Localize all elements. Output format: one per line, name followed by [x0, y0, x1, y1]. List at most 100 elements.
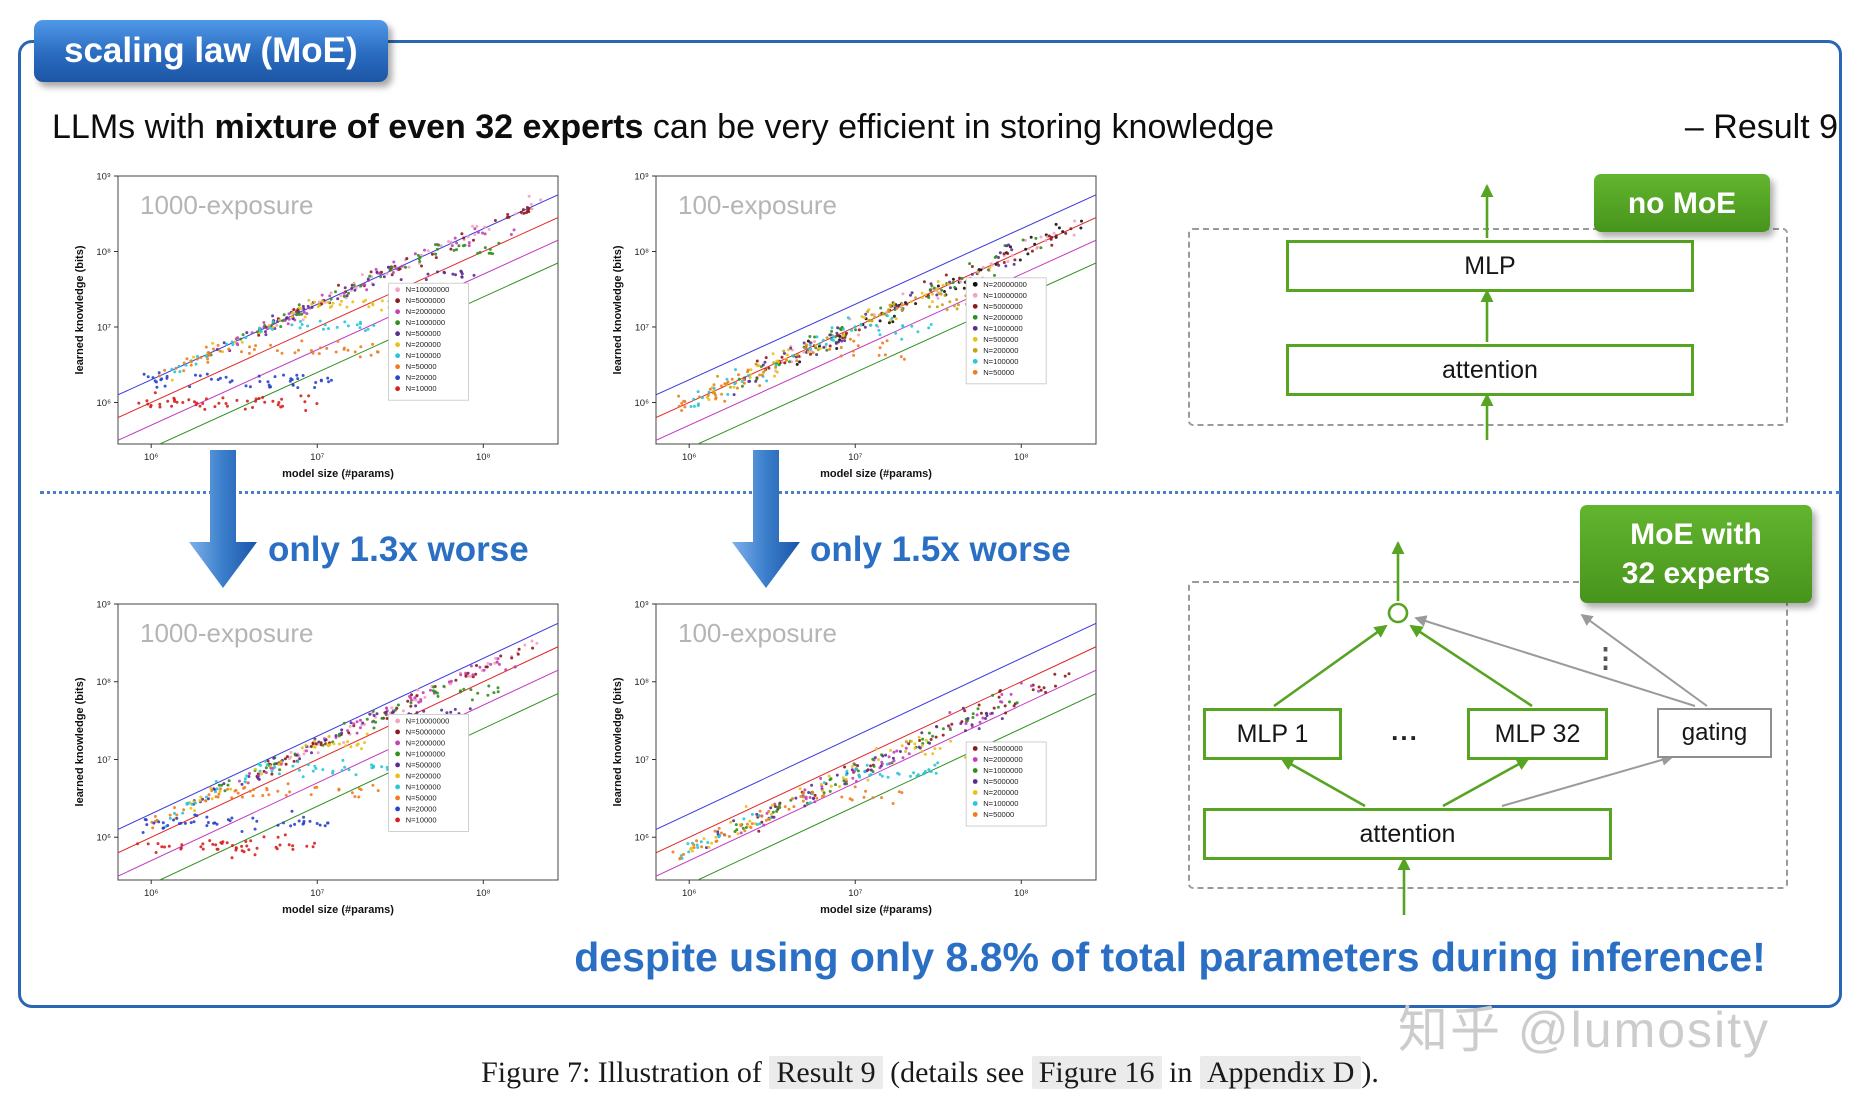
mlp-label: MLP [1464, 251, 1516, 280]
svg-text:N=200000: N=200000 [983, 346, 1018, 355]
title-badge-label: scaling law (MoE) [64, 31, 358, 70]
svg-text:N=500000: N=500000 [983, 777, 1018, 786]
title-badge: scaling law (MoE) [34, 20, 388, 82]
svg-text:10⁷: 10⁷ [310, 888, 325, 899]
svg-text:N=50000: N=50000 [406, 793, 437, 802]
headline-result: – Result 9 [1684, 108, 1838, 146]
svg-text:10⁷: 10⁷ [635, 322, 650, 333]
svg-text:N=10000000: N=10000000 [406, 285, 450, 294]
mlp32-box: MLP 32 [1467, 708, 1608, 760]
svg-text:N=50000: N=50000 [406, 362, 437, 371]
diagram-moe: MLP 1 ... MLP 32 gating attention ⋮ MoE … [1150, 495, 1860, 950]
svg-text:N=500000: N=500000 [406, 760, 441, 769]
svg-text:100-exposure: 100-exposure [678, 618, 837, 648]
svg-text:N=2000000: N=2000000 [983, 755, 1022, 764]
mlp-box: MLP [1286, 240, 1694, 292]
svg-text:10⁸: 10⁸ [96, 247, 111, 258]
svg-text:10⁹: 10⁹ [96, 600, 111, 611]
attention-to-gating-arrow-icon [1501, 754, 1674, 807]
svg-text:10⁶: 10⁶ [144, 888, 159, 899]
chart-dense-1000-exposure: 10⁶ 10⁷ 10⁸ 10⁶ 10⁷ 10⁸ 10⁹ model size (#params… [72, 168, 566, 482]
svg-text:learned knowledge (bits): learned knowledge (bits) [612, 245, 624, 374]
result9-link[interactable]: Result 9 [769, 1056, 883, 1089]
svg-text:N=1000000: N=1000000 [983, 324, 1022, 333]
svg-text:N=50000: N=50000 [983, 810, 1014, 819]
svg-text:learned knowledge (bits): learned knowledge (bits) [74, 677, 86, 806]
svg-text:N=1000000: N=1000000 [406, 318, 445, 327]
combine-node-icon [1387, 602, 1409, 624]
figure16-link[interactable]: Figure 16 [1031, 1056, 1162, 1089]
worse-1-5x-label: only 1.5x worse [810, 530, 1071, 569]
attention-to-mlp32-arrow-icon [1442, 757, 1530, 808]
gating-box: gating [1657, 708, 1772, 758]
svg-text:N=5000000: N=5000000 [406, 296, 445, 305]
svg-text:10⁶: 10⁶ [97, 833, 112, 844]
mlp32-label: MLP 32 [1494, 719, 1581, 748]
mlp1-box: MLP 1 [1203, 708, 1342, 760]
svg-text:1000-exposure: 1000-exposure [140, 618, 313, 648]
svg-text:N=200000: N=200000 [406, 340, 441, 349]
svg-text:10⁷: 10⁷ [310, 452, 325, 463]
caption-text-1: Figure 7: Illustration of [481, 1056, 770, 1089]
svg-text:N=10000000: N=10000000 [983, 291, 1027, 300]
svg-text:N=500000: N=500000 [983, 335, 1018, 344]
svg-text:10⁷: 10⁷ [848, 888, 863, 899]
chart-moe-100-exposure: 10⁶ 10⁷ 10⁸ 10⁶ 10⁷ 10⁸ 10⁹ model size (#params… [610, 596, 1104, 918]
moe-badge: MoE with 32 experts [1580, 505, 1812, 603]
svg-text:model size (#params): model size (#params) [282, 904, 394, 916]
down-arrow-right-icon [732, 450, 800, 588]
svg-text:10⁹: 10⁹ [634, 600, 649, 611]
svg-text:10⁸: 10⁸ [1014, 888, 1029, 899]
figure-border [18, 40, 1842, 1008]
svg-text:10⁸: 10⁸ [634, 677, 649, 688]
gating-route-arrow-icon [1580, 613, 1708, 707]
svg-text:N=2000000: N=2000000 [983, 313, 1022, 322]
diagram-no-moe: MLP attention no MoE [1150, 150, 1856, 450]
attention-to-mlp1-arrow-icon [1280, 757, 1366, 808]
chart-moe-1000-exposure: 10⁶ 10⁷ 10⁸ 10⁶ 10⁷ 10⁸ 10⁹ model size (#params… [72, 596, 566, 918]
mlp1-label: MLP 1 [1236, 719, 1309, 748]
no-moe-badge: no MoE [1594, 174, 1770, 232]
no-moe-badge-label: no MoE [1627, 186, 1737, 220]
svg-text:N=200000: N=200000 [406, 771, 441, 780]
vertical-ellipsis: ⋮ [1592, 643, 1619, 673]
headline: LLMs with mixture of even 32 experts can… [52, 108, 1838, 147]
gating-label: gating [1681, 719, 1748, 746]
svg-text:10⁶: 10⁶ [144, 452, 159, 463]
svg-text:N=20000: N=20000 [406, 804, 437, 813]
moe-badge-line2: 32 experts [1621, 557, 1771, 590]
chart-dense-100-exposure: 10⁶ 10⁷ 10⁸ 10⁶ 10⁷ 10⁸ 10⁹ model size (#params… [610, 168, 1104, 482]
appendix-d-link[interactable]: Appendix D [1199, 1056, 1362, 1089]
svg-text:10⁶: 10⁶ [97, 398, 112, 409]
down-arrow-left-icon [189, 450, 257, 588]
svg-text:N=5000000: N=5000000 [983, 744, 1022, 753]
svg-text:N=2000000: N=2000000 [406, 307, 445, 316]
svg-text:N=1000000: N=1000000 [406, 749, 445, 758]
svg-text:10⁸: 10⁸ [476, 452, 491, 463]
svg-text:N=20000: N=20000 [406, 373, 437, 382]
watermark: 知乎 @lumosity [1398, 1002, 1771, 1058]
caption-text-4: ). [1361, 1056, 1379, 1089]
svg-text:model size (#params): model size (#params) [820, 468, 932, 480]
svg-text:N=10000: N=10000 [406, 384, 437, 393]
moe-attention-label: attention [1359, 819, 1456, 848]
svg-text:N=10000000: N=10000000 [406, 716, 450, 725]
svg-text:10⁹: 10⁹ [634, 172, 649, 183]
svg-text:model size (#params): model size (#params) [282, 468, 394, 480]
svg-text:N=100000: N=100000 [406, 351, 441, 360]
svg-text:N=10000: N=10000 [406, 815, 437, 824]
svg-text:N=200000: N=200000 [983, 788, 1018, 797]
svg-text:N=100000: N=100000 [983, 799, 1018, 808]
svg-text:N=100000: N=100000 [983, 357, 1018, 366]
experts-ellipsis: ... [1391, 715, 1419, 746]
svg-text:10⁸: 10⁸ [476, 888, 491, 899]
svg-text:N=1000000: N=1000000 [983, 766, 1022, 775]
svg-text:N=100000: N=100000 [406, 782, 441, 791]
headline-text: LLMs with mixture of even 32 experts can… [52, 108, 1275, 146]
svg-text:N=50000: N=50000 [983, 368, 1014, 377]
svg-text:10⁷: 10⁷ [848, 452, 863, 463]
moe-layer-box [1188, 581, 1788, 889]
svg-text:N=500000: N=500000 [406, 329, 441, 338]
svg-text:learned knowledge (bits): learned knowledge (bits) [612, 677, 624, 806]
